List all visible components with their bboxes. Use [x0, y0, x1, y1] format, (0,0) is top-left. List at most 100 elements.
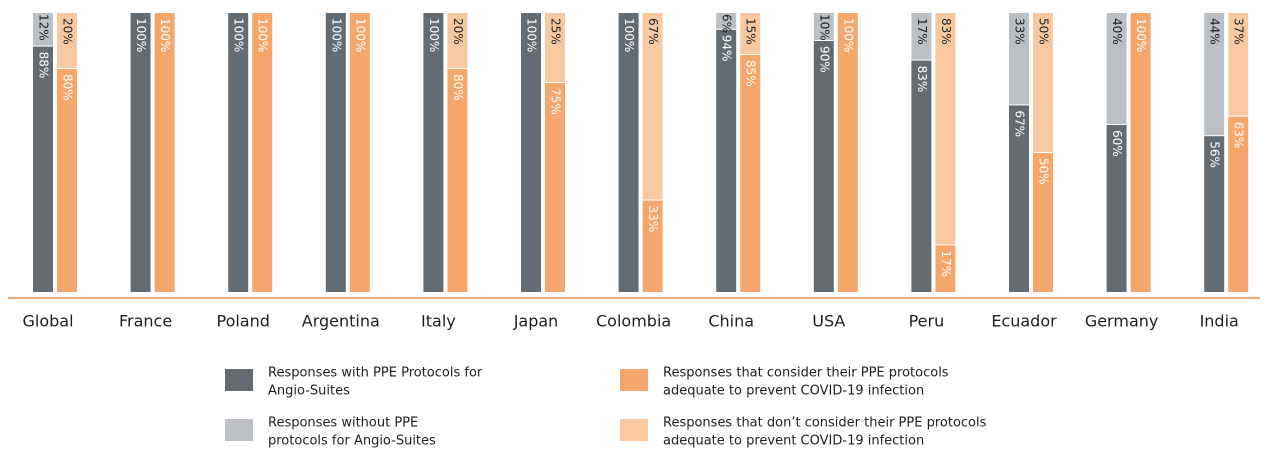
bar-adequacy-secondary-china [740, 13, 761, 54]
bar-protocols-secondary-germany [1106, 13, 1127, 124]
bar-protocols-secondary-peru [911, 13, 932, 60]
bar-protocols-secondary-india [1204, 13, 1225, 136]
bar-value-label: 100% [525, 18, 539, 52]
bar-value-label: 15% [744, 18, 758, 45]
bar-adequacy-secondary-colombia [642, 13, 663, 200]
bar-adequacy-secondary-india [1228, 13, 1249, 116]
legend-label: Responses that don’t consider their PPE … [663, 416, 987, 431]
bar-value-label: 100% [232, 18, 246, 52]
bar-value-label: 25% [549, 18, 563, 45]
bar-value-label: 40% [1110, 18, 1124, 45]
category-label-global: Global [22, 312, 73, 331]
bar-value-label: 33% [1013, 18, 1027, 45]
bar-value-label: 100% [134, 18, 148, 52]
bar-protocols-primary-colombia [618, 13, 639, 292]
bar-value-label: 90% [817, 46, 831, 73]
bar-value-label: 67% [1013, 110, 1027, 137]
legend-label: Responses that consider their PPE protoc… [663, 366, 949, 381]
category-label-peru: Peru [909, 312, 945, 331]
bar-value-label: 100% [841, 18, 855, 52]
bar-adequacy-secondary-global [57, 13, 77, 68]
bar-adequacy-secondary-japan [545, 13, 565, 82]
bar-value-label: 100% [329, 18, 343, 52]
bar-adequacy-primary-france [154, 13, 175, 292]
bar-adequacy-primary-peru [935, 245, 956, 292]
bar-protocols-primary-ecuador [1009, 105, 1029, 293]
bar-adequacy-primary-usa [837, 13, 858, 292]
bar-adequacy-primary-global [57, 69, 77, 292]
bar-adequacy-primary-italy [447, 69, 468, 292]
legend-swatch [620, 419, 648, 441]
bar-protocols-primary-japan [521, 13, 541, 292]
bar-protocols-primary-france [130, 13, 151, 292]
bar-value-label: 17% [939, 250, 953, 277]
bar-protocols-secondary-global [33, 13, 53, 46]
bar-value-label: 75% [549, 88, 563, 115]
bar-value-label: 50% [1037, 18, 1051, 45]
bar-value-label: 67% [646, 18, 660, 45]
bar-adequacy-primary-japan [545, 83, 565, 292]
bar-protocols-primary-poland [228, 13, 249, 292]
category-label-ecuador: Ecuador [991, 312, 1057, 331]
bar-value-label: 17% [915, 18, 929, 45]
bar-value-label: 100% [158, 18, 172, 52]
bar-value-label: 85% [744, 60, 758, 87]
bar-value-label: 63% [1232, 122, 1246, 149]
bar-value-label: 60% [1110, 130, 1124, 157]
bar-adequacy-primary-germany [1130, 13, 1151, 292]
category-label-china: China [708, 312, 754, 331]
bar-value-label: 100% [256, 18, 270, 52]
bar-value-label: 100% [1134, 18, 1148, 52]
bar-protocols-primary-china [716, 29, 737, 293]
bar-adequacy-primary-china [740, 55, 761, 292]
bar-protocols-primary-argentina [325, 13, 346, 292]
legend-label: protocols for Angio-Suites [268, 434, 436, 449]
bar-value-label: 44% [1208, 18, 1222, 45]
bar-protocols-secondary-usa [813, 13, 834, 40]
bar-value-label: 80% [61, 74, 75, 101]
bar-adequacy-secondary-ecuador [1033, 13, 1053, 152]
category-label-colombia: Colombia [596, 312, 671, 331]
bar-value-label: 100% [353, 18, 367, 52]
bar-adequacy-primary-india [1228, 116, 1249, 292]
category-label-argentina: Argentina [302, 312, 380, 331]
bar-protocols-secondary-ecuador [1009, 13, 1029, 105]
legend-label: Responses without PPE [268, 416, 418, 431]
bar-protocols-primary-germany [1106, 125, 1127, 292]
legend-label: adequate to prevent COVID-19 infection [663, 434, 924, 449]
bar-value-label: 100% [427, 18, 441, 52]
bar-value-label: 6% [720, 14, 734, 33]
bar-adequacy-primary-ecuador [1033, 153, 1053, 292]
bar-value-label: 37% [1232, 18, 1246, 45]
legend-swatch [225, 419, 253, 441]
legend-swatch [620, 369, 648, 391]
category-label-usa: USA [812, 312, 845, 331]
bar-value-label: 83% [915, 66, 929, 93]
bar-value-label: 50% [1037, 158, 1051, 185]
category-label-france: France [119, 312, 172, 331]
legend-label: Angio-Suites [268, 384, 350, 399]
bar-value-label: 12% [37, 14, 51, 41]
bar-adequacy-primary-colombia [642, 200, 663, 292]
bar-adequacy-secondary-peru [935, 13, 956, 245]
bar-protocols-secondary-china [716, 13, 737, 29]
bar-adequacy-primary-poland [252, 13, 273, 292]
legend-label: Responses with PPE Protocols for [268, 366, 483, 381]
bar-adequacy-primary-argentina [349, 13, 370, 292]
bar-adequacy-secondary-italy [447, 13, 468, 68]
bar-value-label: 10% [817, 14, 831, 41]
legend-swatch [225, 369, 253, 391]
bar-value-label: 33% [646, 206, 660, 233]
bar-value-label: 56% [1208, 141, 1222, 168]
category-label-india: India [1200, 312, 1239, 331]
legend-label: adequate to prevent COVID-19 infection [663, 384, 924, 399]
bar-value-label: 20% [61, 18, 75, 45]
bar-value-label: 100% [622, 18, 636, 52]
category-label-japan: Japan [513, 312, 559, 331]
bar-protocols-primary-india [1204, 136, 1225, 292]
bar-protocols-primary-italy [423, 13, 444, 292]
bar-protocols-primary-peru [911, 60, 932, 292]
bar-protocols-primary-global [33, 46, 53, 292]
bar-value-label: 83% [939, 18, 953, 45]
